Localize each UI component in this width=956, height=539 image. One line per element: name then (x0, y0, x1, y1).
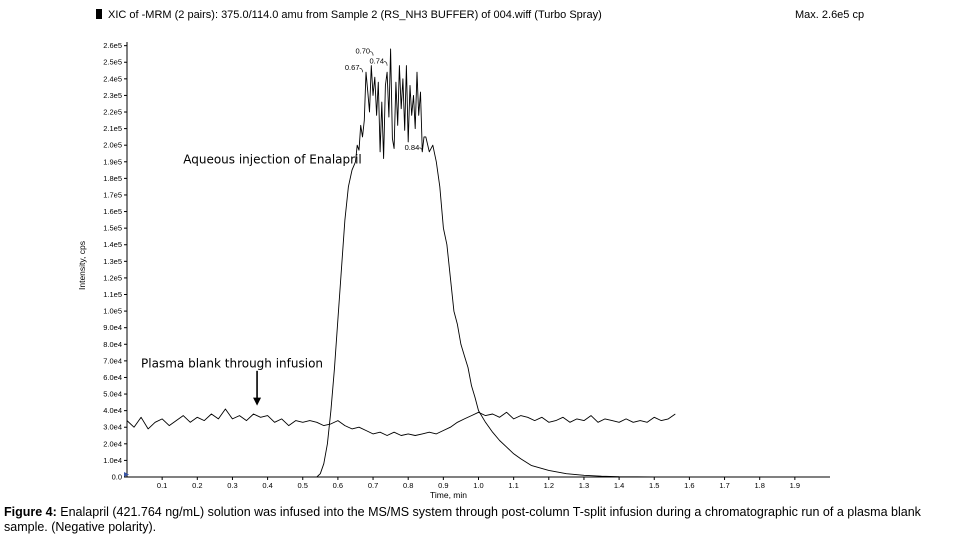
x-tick-label-9: 1.0 (473, 481, 483, 490)
caption-label: Figure 4: (4, 505, 57, 519)
y-tick-label-26: 2.6e5 (103, 41, 122, 50)
x-tick-label-17: 1.8 (754, 481, 764, 490)
peak-label-leader-1 (370, 51, 374, 56)
x-tick-label-2: 0.3 (227, 481, 237, 490)
peak-label-leader-2 (384, 61, 388, 66)
y-tick-label-15: 1.5e5 (103, 224, 122, 233)
y-tick-label-22: 2.2e5 (103, 108, 122, 117)
peak-label-1: 0.70 (355, 47, 374, 56)
y-tick-label-4: 4.0e4 (103, 406, 122, 415)
x-tick-label-1: 0.2 (192, 481, 202, 490)
x-tick-label-15: 1.6 (684, 481, 694, 490)
y-tick-label-10: 1.0e5 (103, 307, 122, 316)
y-tick-label-24: 2.4e5 (103, 74, 122, 83)
y-tick-label-0: 0.0 (112, 473, 122, 482)
x-tick-label-0: 0.1 (157, 481, 167, 490)
y-tick-label-8: 8.0e4 (103, 340, 122, 349)
chart-axes (124, 42, 830, 478)
peak-label-3: 0.84 (405, 143, 423, 152)
x-tick-label-16: 1.7 (719, 481, 729, 490)
chart-ticks: 0.1 0.2 0.3 0.4 0.5 0.6 0.7 0.8 0.9 1.0 1.1 1.2 1.3 1… (103, 41, 800, 490)
chart-series (126, 48, 795, 478)
y-tick-label-14: 1.4e5 (103, 240, 122, 249)
y-tick-label-23: 2.3e5 (103, 91, 122, 100)
y-tick-label-6: 6.0e4 (103, 373, 122, 382)
x-tick-label-3: 0.4 (262, 481, 272, 490)
x-tick-label-13: 1.4 (614, 481, 624, 490)
x-tick-label-12: 1.3 (579, 481, 589, 490)
y-tick-label-2: 2.0e4 (103, 439, 122, 448)
y-tick-label-7: 7.0e4 (103, 356, 122, 365)
chart-header-title: XIC of -MRM (2 pairs): 375.0/114.0 amu f… (96, 9, 602, 21)
y-tick-label-3: 3.0e4 (103, 423, 122, 432)
x-tick-label-11: 1.2 (544, 481, 554, 490)
caption-text: Enalapril (421.764 ng/mL) solution was i… (4, 505, 921, 534)
peak-label-text-2: 0.74 (370, 57, 385, 66)
chromatogram-chart: 0.1 0.2 0.3 0.4 0.5 0.6 0.7 0.8 0.9 1.0 1.1 1.2 1.3 1… (77, 41, 830, 500)
y-tick-label-11: 1.1e5 (103, 290, 122, 299)
x-tick-label-7: 0.8 (403, 481, 413, 490)
peak-label-text-1: 0.70 (355, 47, 370, 56)
series-line-0 (316, 48, 795, 478)
x-tick-label-5: 0.6 (333, 481, 343, 490)
annotation-1: Plasma blank through infusion (141, 357, 323, 371)
x-tick-label-18: 1.9 (790, 481, 800, 490)
x-tick-label-4: 0.5 (298, 481, 308, 490)
y-tick-label-21: 2.1e5 (103, 124, 122, 133)
series-line-1 (126, 408, 676, 436)
x-axis-label: Time, min (430, 490, 467, 500)
y-axis-label: Intensity, cps (77, 241, 87, 290)
y-tick-label-19: 1.9e5 (103, 157, 122, 166)
y-tick-label-18: 1.8e5 (103, 174, 122, 183)
peak-label-text-3: 0.84 (405, 143, 420, 152)
y-tick-label-13: 1.3e5 (103, 257, 122, 266)
y-tick-label-12: 1.2e5 (103, 273, 122, 282)
peak-label-2: 0.74 (370, 57, 388, 66)
y-tick-label-20: 2.0e5 (103, 141, 122, 150)
x-tick-label-6: 0.7 (368, 481, 378, 490)
peak-label-0: 0.67 (345, 63, 363, 73)
chart-labels: 0.67 0.700.74 0.84 Aqueous injection of Ena… (141, 47, 423, 406)
x-tick-label-8: 0.9 (438, 481, 448, 490)
x-tick-label-10: 1.1 (508, 481, 518, 490)
y-tick-label-25: 2.5e5 (103, 58, 122, 67)
y-tick-label-5: 5.0e4 (103, 390, 122, 399)
figure-caption: Figure 4: Enalapril (421.764 ng/mL) solu… (4, 505, 954, 535)
y-tick-label-17: 1.7e5 (103, 190, 122, 199)
y-tick-label-1: 1.0e4 (103, 456, 122, 465)
peak-label-leader-0 (359, 67, 363, 73)
x-tick-label-14: 1.5 (649, 481, 659, 490)
y-tick-label-16: 1.6e5 (103, 207, 122, 216)
y-tick-label-9: 9.0e4 (103, 323, 122, 332)
chart-header-max: Max. 2.6e5 cp (795, 9, 865, 21)
peak-label-text-0: 0.67 (345, 63, 360, 72)
annotation-arrow-head (253, 397, 262, 406)
peak-label-leader-3 (419, 147, 423, 152)
annotation-0: Aqueous injection of Enalapril (183, 152, 361, 166)
axis-origin-marker (124, 472, 129, 477)
